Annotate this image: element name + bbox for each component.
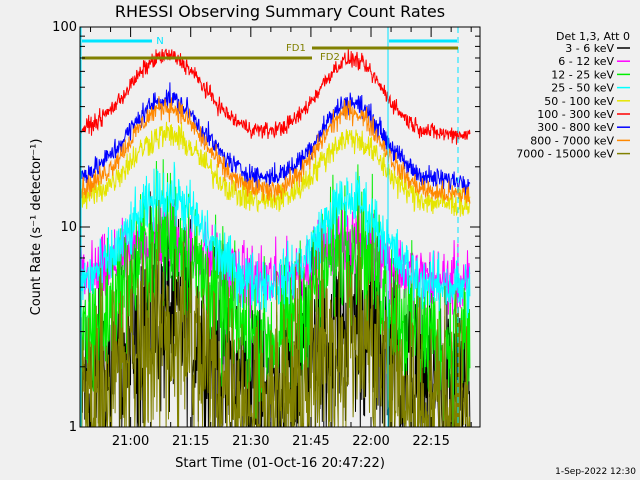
x-tick-label: 21:45 (292, 434, 329, 449)
legend-entry-label: 50 - 100 keV (544, 95, 614, 108)
y-tick-label: 1 (69, 420, 77, 435)
series-line-8 (79, 199, 471, 428)
legend-entry-label: 12 - 25 keV (551, 68, 614, 81)
chart-title: RHESSI Observing Summary Count Rates (115, 2, 445, 21)
x-tick-label: 22:15 (412, 434, 449, 449)
x-tick-label: 22:00 (352, 434, 389, 449)
x-axis: 21:00 21:15 21:30 21:45 22:00 22:15 (90, 27, 472, 449)
x-tick-label: 21:30 (232, 434, 269, 449)
legend-entry-label: 7000 - 15000 keV (516, 148, 614, 161)
legend-entry-label: 100 - 300 keV (537, 108, 614, 121)
series-line-6 (79, 82, 471, 196)
fd1-label: FD1 (286, 43, 306, 54)
y-tick-label: 10 (60, 220, 77, 235)
series-line-2 (79, 159, 471, 428)
y-tick-label: 100 (52, 20, 77, 35)
legend-title: Det 1,3, Att 0 (556, 30, 630, 43)
x-tick-label: 21:15 (172, 434, 209, 449)
legend-entry-label: 25 - 50 keV (551, 82, 614, 95)
x-tick-label: 21:00 (112, 434, 149, 449)
x-axis-label: Start Time (01-Oct-16 20:47:22) (175, 456, 385, 471)
annotations: N FD1 FD2 (80, 27, 459, 427)
y-axis-label: Count Rate (s⁻¹ detector⁻¹) (29, 139, 44, 316)
legend-entry-label: 6 - 12 keV (558, 55, 614, 68)
series-line-7 (79, 96, 471, 204)
fd2-label: FD2 (320, 52, 340, 63)
legend-entry-label: 300 - 800 keV (537, 121, 614, 134)
series-line-3 (79, 161, 471, 319)
timestamp: 1-Sep-2022 12:30 (555, 467, 636, 477)
series-line-5 (79, 48, 471, 145)
legend-entry-label: 800 - 7000 keV (530, 134, 614, 147)
plot-area (79, 48, 471, 428)
y-axis: 1 10 100 (52, 20, 480, 435)
legend-entry-label: 3 - 6 keV (565, 42, 614, 55)
night-label: N (156, 36, 163, 47)
